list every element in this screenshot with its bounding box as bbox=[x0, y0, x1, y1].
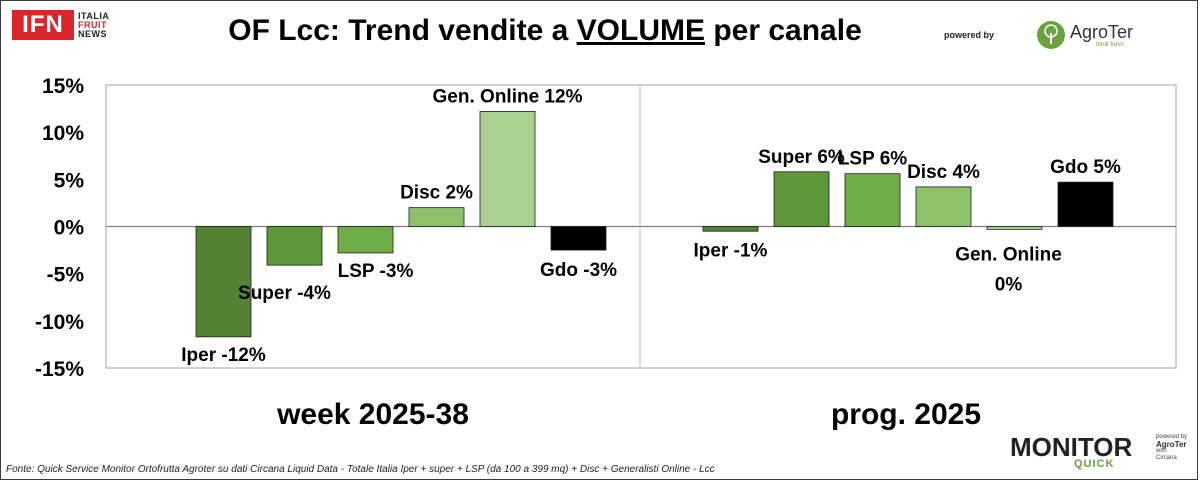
bar-iper bbox=[702, 226, 759, 232]
y-tick-label: -15% bbox=[35, 358, 84, 381]
monitor-logo-word: MONITOR bbox=[1010, 432, 1133, 462]
bar-gen-online bbox=[986, 226, 1043, 230]
bar-data-label: Gen. Online 12% bbox=[433, 86, 583, 107]
bar-data-label: 0% bbox=[995, 275, 1023, 296]
bar-gdo bbox=[550, 226, 607, 251]
bar-data-label: Disc 2% bbox=[400, 183, 473, 204]
bar-disc bbox=[408, 207, 465, 227]
bar-lsp bbox=[337, 226, 394, 254]
monitor-logo-side-2: AgroTer bbox=[1156, 440, 1187, 449]
bar-gdo bbox=[1057, 181, 1114, 227]
bar-super bbox=[266, 226, 323, 266]
chart-title-suffix: per canale bbox=[705, 14, 862, 47]
ifn-logo-box: IFN bbox=[12, 10, 74, 40]
bar-gen-online bbox=[479, 111, 536, 227]
monitor-logo-side: powered by AgroTer with Circana bbox=[1156, 434, 1187, 462]
bar-iper bbox=[195, 226, 252, 338]
bar-disc bbox=[915, 186, 972, 227]
bar-data-label: LSP -3% bbox=[338, 261, 414, 282]
bar-data-label: LSP 6% bbox=[838, 149, 907, 170]
agroter-logo: AgroTer think fresh bbox=[1036, 20, 1156, 50]
agroter-tree-icon bbox=[1037, 21, 1065, 49]
ifn-logo: IFN ITALIA FRUIT NEWS bbox=[12, 10, 124, 44]
bar-data-label: Super 6% bbox=[758, 147, 845, 168]
monitor-quick-logo: MONITOR QUICK powered by AgroTer with Ci… bbox=[1010, 432, 1190, 476]
y-tick-label: 5% bbox=[54, 169, 85, 192]
ifn-logo-line-fruit: FRUIT bbox=[78, 20, 107, 30]
bar-data-label: Iper -1% bbox=[694, 241, 768, 262]
y-tick-label: -5% bbox=[47, 264, 85, 287]
y-tick-label: -10% bbox=[35, 311, 84, 334]
chart-title-prefix: OF Lcc: Trend vendite a bbox=[228, 14, 577, 47]
bar-data-label: Super -4% bbox=[238, 283, 331, 304]
agroter-logo-tagline: think fresh bbox=[1096, 42, 1124, 48]
bar-data-label: Gdo -3% bbox=[540, 260, 617, 281]
chart-title-underlined: VOLUME bbox=[576, 14, 705, 47]
ifn-logo-line-italia: ITALIA bbox=[78, 11, 110, 21]
monitor-logo-side-1: powered by bbox=[1156, 434, 1188, 440]
ifn-logo-line-news: NEWS bbox=[78, 29, 107, 39]
y-tick-label: 0% bbox=[54, 217, 85, 240]
panel-label: week 2025-38 bbox=[276, 398, 469, 431]
bar-data-label: Gdo 5% bbox=[1050, 157, 1121, 178]
bar-super bbox=[773, 171, 830, 227]
y-tick-label: 10% bbox=[42, 122, 84, 145]
agroter-logo-name: AgroTer bbox=[1070, 22, 1134, 42]
monitor-logo-side-3: with bbox=[1156, 448, 1167, 454]
bar-data-label: Gen. Online bbox=[955, 245, 1062, 266]
monitor-logo-side-4: Circana bbox=[1156, 455, 1177, 461]
panel-label: prog. 2025 bbox=[831, 398, 981, 431]
y-tick-label: 15% bbox=[42, 75, 84, 98]
chart-title: OF Lcc: Trend vendite a VOLUME per canal… bbox=[0, 14, 1090, 48]
bar-data-label: Iper -12% bbox=[181, 345, 266, 366]
source-note: Fonte: Quick Service Monitor Ortofrutta … bbox=[6, 464, 715, 475]
monitor-logo-sub: QUICK bbox=[1074, 458, 1115, 470]
bar-lsp bbox=[844, 173, 901, 227]
powered-by-label: powered by bbox=[944, 30, 995, 40]
bar-data-label: Disc 4% bbox=[907, 162, 980, 183]
